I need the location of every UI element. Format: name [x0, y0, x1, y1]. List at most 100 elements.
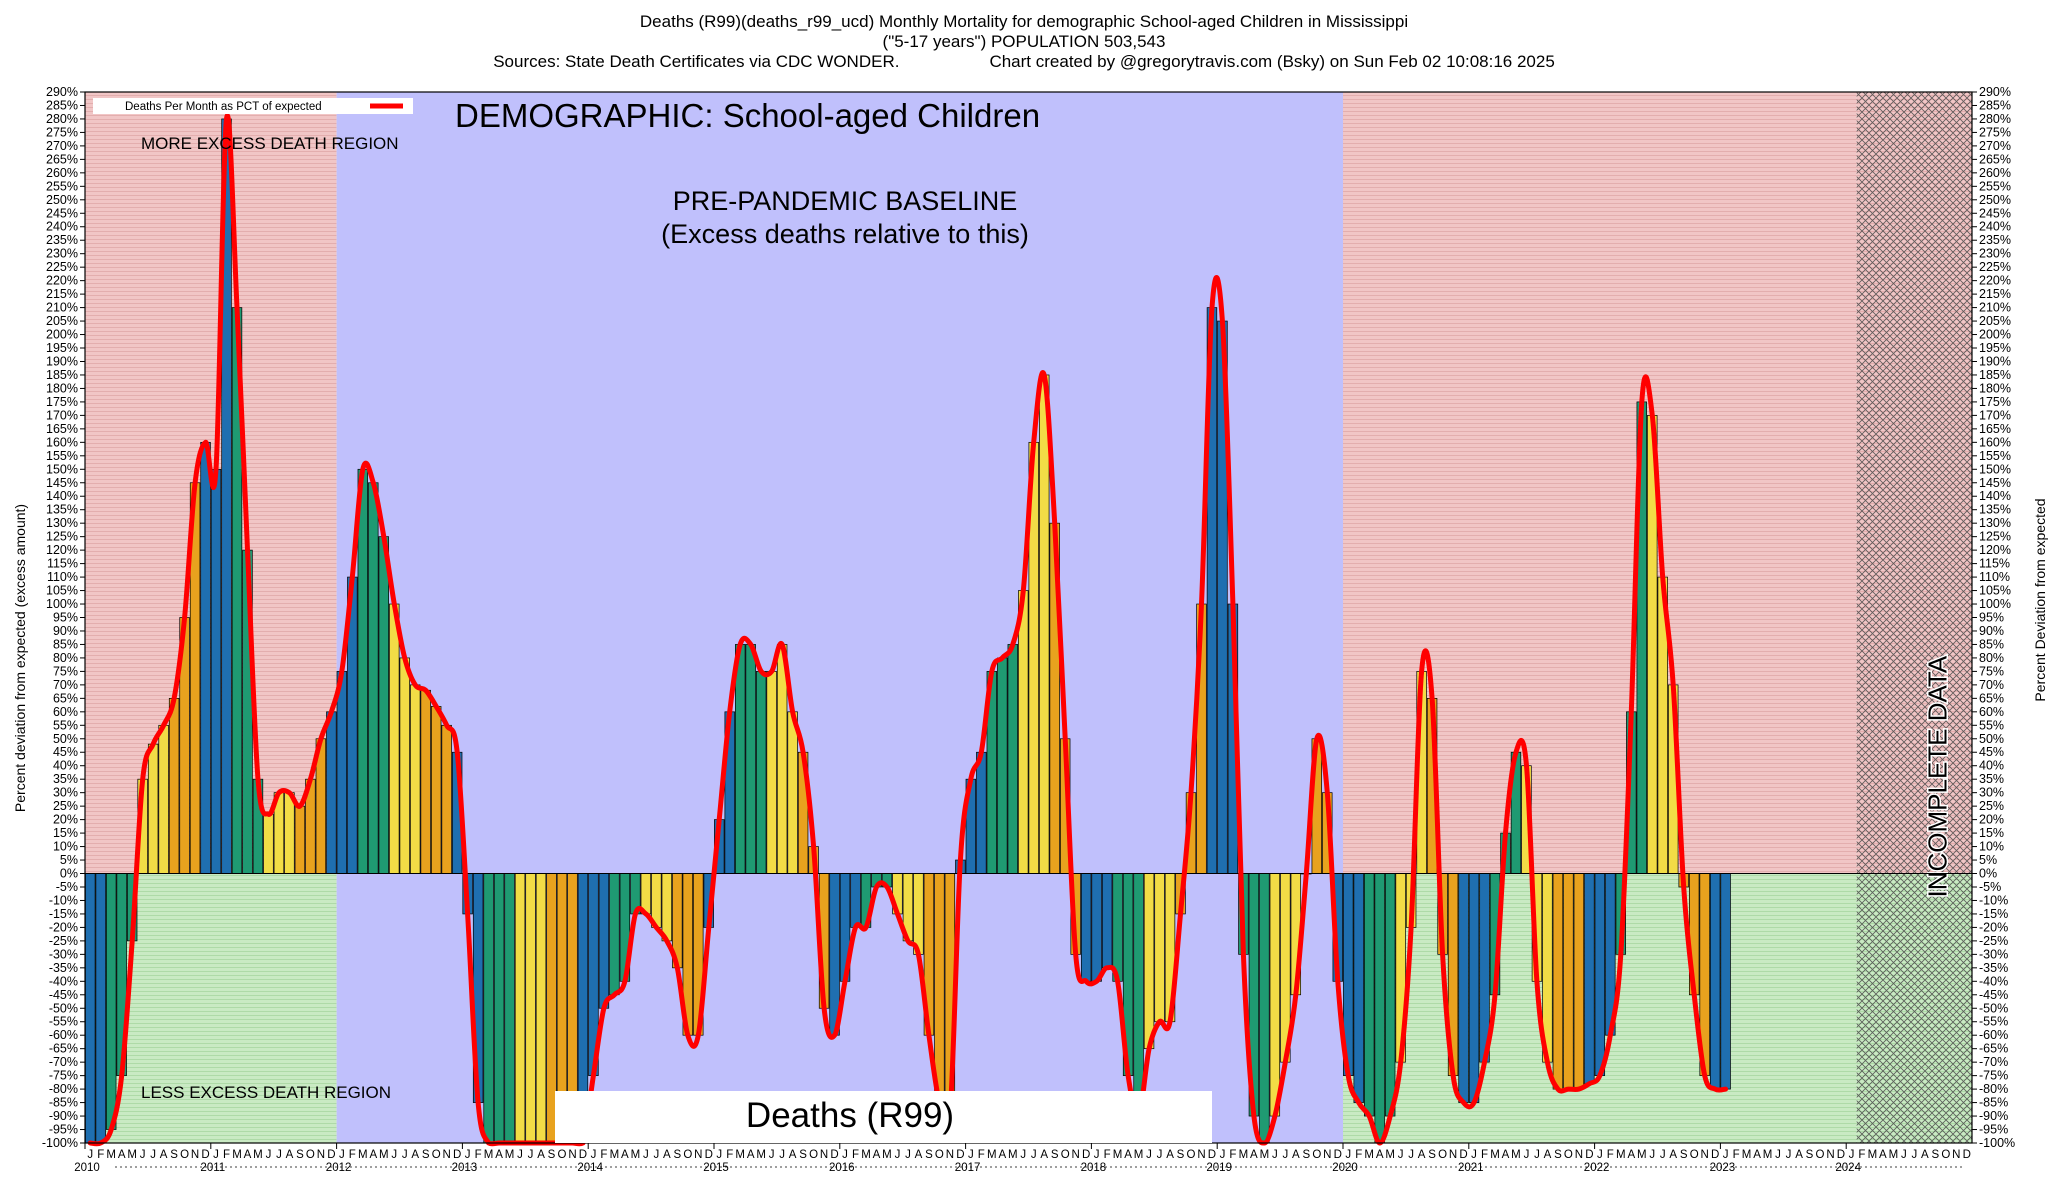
y-tick-label-right: -45% [1979, 988, 2008, 1002]
data-bar [525, 873, 536, 1144]
month-tick-label: A [1795, 1149, 1803, 1161]
month-tick-label: F [1733, 1149, 1740, 1161]
data-bar [1563, 873, 1574, 1090]
month-tick-label: A [411, 1149, 419, 1161]
y-tick-label-left: 190% [46, 354, 78, 368]
month-tick-label: J [895, 1149, 901, 1161]
y-tick-label-left: 260% [46, 166, 78, 180]
data-bar [1384, 873, 1396, 1117]
month-tick-label: A [1879, 1149, 1887, 1161]
y-tick-label-left: 250% [46, 193, 78, 207]
y-tick-label-right: 135% [1979, 503, 2011, 517]
data-bar [389, 603, 400, 874]
data-bar [1364, 873, 1375, 1117]
month-tick-label: N [191, 1149, 199, 1161]
y-tick-label-right: 130% [1979, 516, 2011, 530]
month-tick-label: S [1177, 1149, 1185, 1161]
legend-box [93, 98, 413, 114]
data-bar [1259, 873, 1270, 1144]
month-tick-label: J [87, 1149, 93, 1161]
y-tick-label-left: 145% [46, 476, 78, 490]
month-tick-label: S [925, 1149, 933, 1161]
y-tick-label-right: 240% [1979, 220, 2011, 234]
month-tick-label: J [779, 1149, 785, 1161]
data-bar [85, 873, 96, 1144]
y-tick-label-left: 170% [46, 408, 78, 422]
month-tick-label: J [517, 1149, 523, 1161]
y-tick-label-right: 50% [1979, 732, 2004, 746]
month-tick-label: D [1082, 1149, 1090, 1161]
data-bar [493, 873, 505, 1144]
data-bar [1154, 873, 1165, 1023]
data-bar [504, 873, 515, 1144]
data-bar [106, 873, 117, 1130]
y-tick-label-right: 225% [1979, 260, 2011, 274]
month-tick-label: S [170, 1149, 178, 1161]
y-tick-label-right: -80% [1979, 1082, 2008, 1096]
month-tick-label: J [339, 1149, 345, 1161]
y-tick-label-left: 230% [46, 247, 78, 261]
data-bar [210, 468, 222, 874]
data-bar [263, 813, 274, 874]
month-tick-label: J [842, 1149, 848, 1161]
data-bar [1007, 644, 1018, 874]
month-tick-label: M [735, 1149, 745, 1161]
data-bar [1584, 873, 1595, 1085]
month-tick-label: M [1260, 1149, 1270, 1161]
data-bar [913, 873, 924, 955]
month-tick-label: N [1575, 1149, 1583, 1161]
y-tick-label-right: 220% [1979, 274, 2011, 288]
data-bar [200, 441, 211, 874]
y-tick-label-right: 260% [1979, 166, 2011, 180]
month-tick-label: J [1220, 1149, 1226, 1161]
data-bar [441, 724, 452, 874]
month-tick-label: M [1239, 1149, 1249, 1161]
y-tick-label-left: -60% [49, 1028, 78, 1042]
y-tick-label-right: -90% [1979, 1109, 2008, 1123]
month-tick-label: J [150, 1149, 156, 1161]
month-tick-label: M [1868, 1149, 1878, 1161]
month-tick-label: A [1292, 1149, 1300, 1161]
month-tick-label: F [1355, 1149, 1362, 1161]
month-tick-label: J [1282, 1149, 1288, 1161]
chart-title-line-1: Deaths (R99)(deaths_r99_ucd) Monthly Mor… [639, 12, 1409, 31]
y-tick-label-right: 30% [1979, 786, 2004, 800]
y-tick-label-left: 95% [53, 611, 78, 625]
y-tick-label-left: -95% [49, 1123, 78, 1137]
y-tick-label-left: -35% [49, 961, 78, 975]
month-tick-label: J [1031, 1149, 1037, 1161]
month-tick-label: N [1826, 1149, 1834, 1161]
y-tick-label-left: 210% [46, 301, 78, 315]
month-tick-label: A [1753, 1149, 1761, 1161]
month-tick-label: J [1524, 1149, 1530, 1161]
month-tick-label: J [276, 1149, 282, 1161]
data-bar [1133, 873, 1144, 1117]
data-bar [976, 751, 987, 874]
month-tick-label: A [1040, 1149, 1048, 1161]
data-bar [609, 873, 620, 996]
data-bar [1143, 873, 1155, 1050]
month-tick-label: J [1649, 1149, 1655, 1161]
month-tick-label: A [369, 1149, 377, 1161]
data-bar [168, 697, 180, 874]
data-bar [1353, 873, 1364, 1103]
month-tick-label: A [1544, 1149, 1552, 1161]
y-tick-label-right: 5% [1979, 853, 1997, 867]
data-bar [95, 873, 106, 1144]
month-tick-label: O [306, 1149, 315, 1161]
y-tick-label-left: -45% [49, 988, 78, 1002]
y-tick-label-right: -35% [1979, 961, 2008, 975]
month-tick-label: F [1858, 1149, 1865, 1161]
data-bar [431, 706, 442, 874]
month-tick-label: M [610, 1149, 620, 1161]
month-tick-label: A [160, 1149, 168, 1161]
y-tick-label-left: 205% [46, 314, 78, 328]
y-tick-label-left: 280% [46, 112, 78, 126]
month-tick-label: S [1680, 1149, 1688, 1161]
y-tick-label-right: 95% [1979, 611, 2004, 625]
y-tick-label-left: 10% [53, 840, 78, 854]
y-tick-label-left: 85% [53, 637, 78, 651]
y-tick-label-right: 15% [1979, 826, 2004, 840]
month-tick-label: J [266, 1149, 272, 1161]
